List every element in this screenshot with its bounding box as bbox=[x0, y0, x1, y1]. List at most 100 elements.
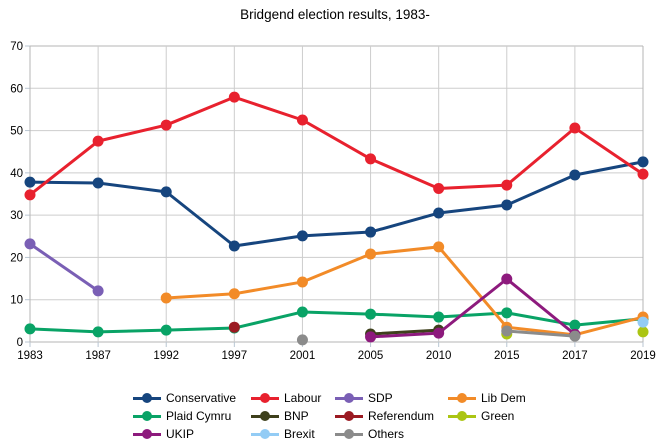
data-point bbox=[228, 91, 240, 103]
x-axis-label: 2015 bbox=[494, 350, 520, 362]
legend-label: Lib Dem bbox=[481, 391, 526, 405]
legend-item-lib-dem: Lib Dem bbox=[448, 389, 558, 407]
legend-label: BNP bbox=[284, 409, 309, 423]
legend-marker-icon bbox=[335, 392, 363, 404]
y-axis-label: 20 bbox=[10, 252, 23, 264]
legend-item-bnp: BNP bbox=[251, 407, 335, 425]
data-point bbox=[501, 199, 513, 211]
y-axis-label: 70 bbox=[10, 41, 23, 53]
legend-label: UKIP bbox=[166, 427, 195, 441]
series-line-bnp bbox=[369, 328, 441, 336]
data-point bbox=[365, 153, 377, 165]
y-axis-label: 40 bbox=[10, 168, 23, 180]
series-sdp bbox=[24, 238, 104, 297]
data-point bbox=[433, 241, 445, 253]
data-point bbox=[365, 308, 377, 320]
legend-marker-icon bbox=[133, 392, 161, 404]
data-point bbox=[569, 169, 581, 181]
legend-label: Plaid Cymru bbox=[166, 409, 232, 423]
data-point bbox=[501, 325, 513, 337]
series-line-plaid-cymru bbox=[28, 310, 645, 334]
series-referendum bbox=[228, 321, 240, 333]
data-point bbox=[569, 122, 581, 134]
data-point bbox=[569, 319, 581, 331]
data-point bbox=[501, 307, 513, 319]
data-point bbox=[228, 321, 240, 333]
data-point bbox=[365, 248, 377, 260]
data-point bbox=[637, 156, 649, 168]
data-point bbox=[365, 331, 377, 343]
data-point bbox=[24, 189, 36, 201]
y-axis-label: 60 bbox=[10, 83, 23, 95]
series-labour bbox=[24, 91, 649, 201]
y-axis-label: 30 bbox=[10, 210, 23, 222]
legend-label: Brexit bbox=[284, 427, 315, 441]
legend-label: SDP bbox=[368, 391, 393, 405]
legend-item-brexit: Brexit bbox=[251, 425, 335, 443]
legend-marker-icon bbox=[335, 428, 363, 440]
data-point bbox=[296, 230, 308, 242]
data-point bbox=[228, 240, 240, 252]
data-point bbox=[637, 326, 649, 338]
data-point bbox=[296, 276, 308, 288]
data-point bbox=[365, 226, 377, 238]
data-point bbox=[433, 183, 445, 195]
x-axis-label: 2019 bbox=[630, 350, 656, 362]
legend-item-labour: Labour bbox=[251, 389, 335, 407]
legend-marker-icon bbox=[448, 392, 476, 404]
chart-legend: Conservative Labour SDP Lib Dem Plaid Cymru B… bbox=[133, 389, 558, 443]
data-point bbox=[296, 114, 308, 126]
series-line-sdp bbox=[28, 242, 100, 293]
series-ukip bbox=[365, 273, 581, 343]
legend-item-ukip: UKIP bbox=[133, 425, 251, 443]
legend-marker-icon bbox=[251, 428, 279, 440]
data-point bbox=[92, 135, 104, 147]
data-point bbox=[92, 285, 104, 297]
x-axis-label: 2017 bbox=[562, 350, 588, 362]
data-point bbox=[92, 326, 104, 338]
legend-marker-icon bbox=[133, 428, 161, 440]
data-point bbox=[637, 168, 649, 180]
legend-label: Labour bbox=[284, 391, 322, 405]
x-axis-label: 2001 bbox=[290, 350, 316, 362]
y-axis-label: 50 bbox=[10, 126, 23, 138]
data-point bbox=[24, 238, 36, 250]
x-axis-label: 2010 bbox=[426, 350, 452, 362]
x-axis-label: 1983 bbox=[17, 350, 43, 362]
series-conservative bbox=[24, 156, 649, 252]
data-point bbox=[296, 334, 308, 346]
legend-item-sdp: SDP bbox=[335, 389, 448, 407]
x-axis-label: 1987 bbox=[85, 350, 111, 362]
legend-marker-icon bbox=[335, 410, 363, 422]
x-axis-label: 1997 bbox=[222, 350, 248, 362]
series-line-lib-dem bbox=[164, 245, 645, 337]
data-point bbox=[569, 330, 581, 342]
legend-marker-icon bbox=[133, 410, 161, 422]
data-point bbox=[228, 288, 240, 300]
data-point bbox=[501, 273, 513, 285]
legend-marker-icon bbox=[448, 410, 476, 422]
data-point bbox=[160, 119, 172, 131]
data-point bbox=[433, 311, 445, 323]
legend-item-conservative: Conservative bbox=[133, 389, 251, 407]
x-axis-label: 2005 bbox=[358, 350, 384, 362]
series-line-labour bbox=[28, 95, 645, 197]
data-point bbox=[24, 323, 36, 335]
data-point bbox=[92, 177, 104, 189]
legend-item-green: Green bbox=[448, 407, 558, 425]
chart-title: Bridgend election results, 1983- bbox=[240, 7, 430, 22]
series-line-others bbox=[505, 329, 577, 338]
series-line-ukip bbox=[369, 277, 577, 339]
legend-marker-icon bbox=[251, 392, 279, 404]
x-axis-label: 1992 bbox=[153, 350, 179, 362]
legend-marker-icon bbox=[251, 410, 279, 422]
data-point bbox=[160, 292, 172, 304]
legend-label: Conservative bbox=[166, 391, 237, 405]
legend-label: Green bbox=[481, 409, 515, 423]
y-axis-label: 0 bbox=[17, 337, 23, 349]
legend-item-plaid-cymru: Plaid Cymru bbox=[133, 407, 251, 425]
data-point bbox=[637, 316, 649, 328]
data-point bbox=[433, 327, 445, 339]
